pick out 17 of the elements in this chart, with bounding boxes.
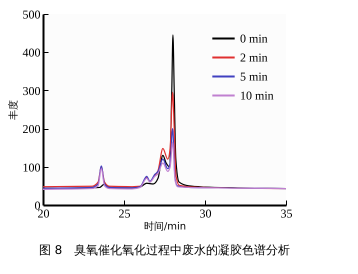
legend-label: 0 min bbox=[240, 32, 268, 46]
y-tick-label: 300 bbox=[22, 84, 40, 98]
legend-label: 5 min bbox=[240, 70, 268, 84]
y-tick-label: 100 bbox=[22, 160, 40, 174]
y-tick-label: 0 bbox=[34, 198, 40, 212]
line-series bbox=[43, 141, 286, 190]
x-axis-title: 时间/min bbox=[144, 220, 186, 232]
x-tick-label: 35 bbox=[280, 206, 292, 220]
y-axis-title: 丰度 bbox=[8, 100, 20, 120]
caption: 图 8 臭氧催化氧化过程中废水的凝胶色谱分析 bbox=[38, 243, 290, 257]
legend-label: 10 min bbox=[240, 88, 274, 102]
legend-label: 2 min bbox=[240, 50, 268, 64]
x-tick-label: 25 bbox=[118, 206, 130, 220]
y-tick-label: 400 bbox=[22, 46, 40, 60]
y-tick-label: 500 bbox=[22, 8, 40, 22]
y-tick-label: 200 bbox=[22, 122, 40, 136]
x-tick-label: 30 bbox=[200, 206, 212, 220]
